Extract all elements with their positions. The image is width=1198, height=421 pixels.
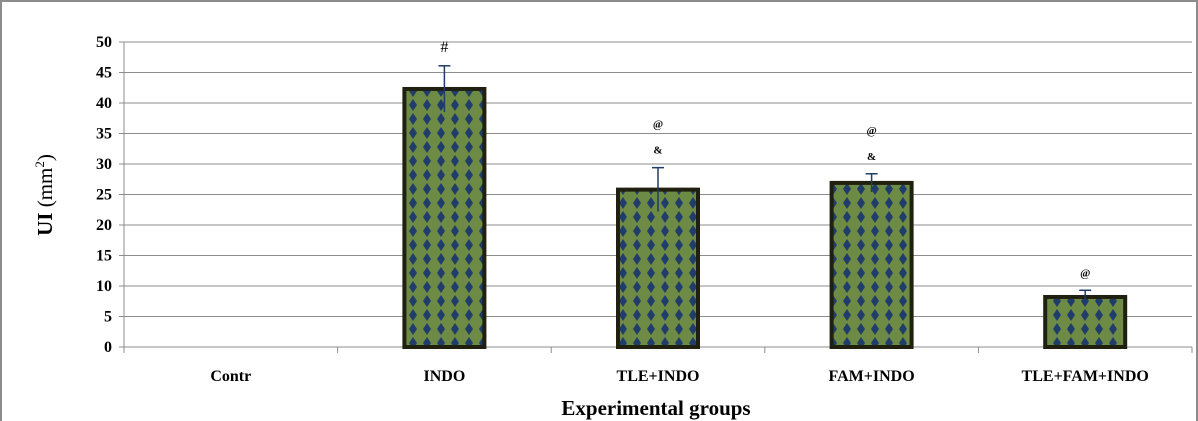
y-axis-title-sup: 2 <box>32 161 47 168</box>
x-category-label: FAM+INDO <box>829 368 915 385</box>
y-tick-label: 30 <box>96 156 112 173</box>
y-tick-label: 50 <box>96 34 112 51</box>
y-tick-label: 40 <box>96 95 112 112</box>
y-tick-label: 15 <box>96 248 112 265</box>
y-tick-label: 20 <box>96 217 112 234</box>
y-axis-title: UI (mm2) <box>32 154 57 236</box>
bar <box>1043 294 1128 350</box>
x-category-label: INDO <box>424 368 466 385</box>
bar <box>616 187 700 349</box>
significance-marker: & <box>867 151 876 163</box>
y-axis-title-unit: (mm <box>33 168 57 208</box>
y-axis-title-close: ) <box>33 154 57 161</box>
y-tick-label: 35 <box>96 126 112 143</box>
significance-marker: @ <box>866 125 876 137</box>
significance-marker: @ <box>1080 267 1090 279</box>
x-category-label: TLE+FAM+INDO <box>1022 368 1149 385</box>
bar <box>402 86 487 349</box>
x-category-label: TLE+INDO <box>617 368 700 385</box>
y-tick-label: 5 <box>104 309 112 326</box>
bar <box>829 180 914 349</box>
y-tick-label: 10 <box>96 278 112 295</box>
y-axis-title-main: UI <box>33 213 57 236</box>
labels: 0 5 10 15 20 25 30 35 40 45 50 Contr INDO # TLE+INDO & @… <box>96 34 1149 385</box>
significance-marker: & <box>653 145 662 157</box>
y-tick-label: 25 <box>96 187 112 204</box>
significance-marker: # <box>440 39 448 56</box>
x-category-label: Contr <box>210 368 251 385</box>
bars <box>402 65 1128 350</box>
y-tick-label: 0 <box>104 339 112 356</box>
x-axis-title: Experimental groups <box>561 396 750 420</box>
significance-marker: @ <box>653 119 663 131</box>
y-tick-label: 45 <box>96 65 112 82</box>
